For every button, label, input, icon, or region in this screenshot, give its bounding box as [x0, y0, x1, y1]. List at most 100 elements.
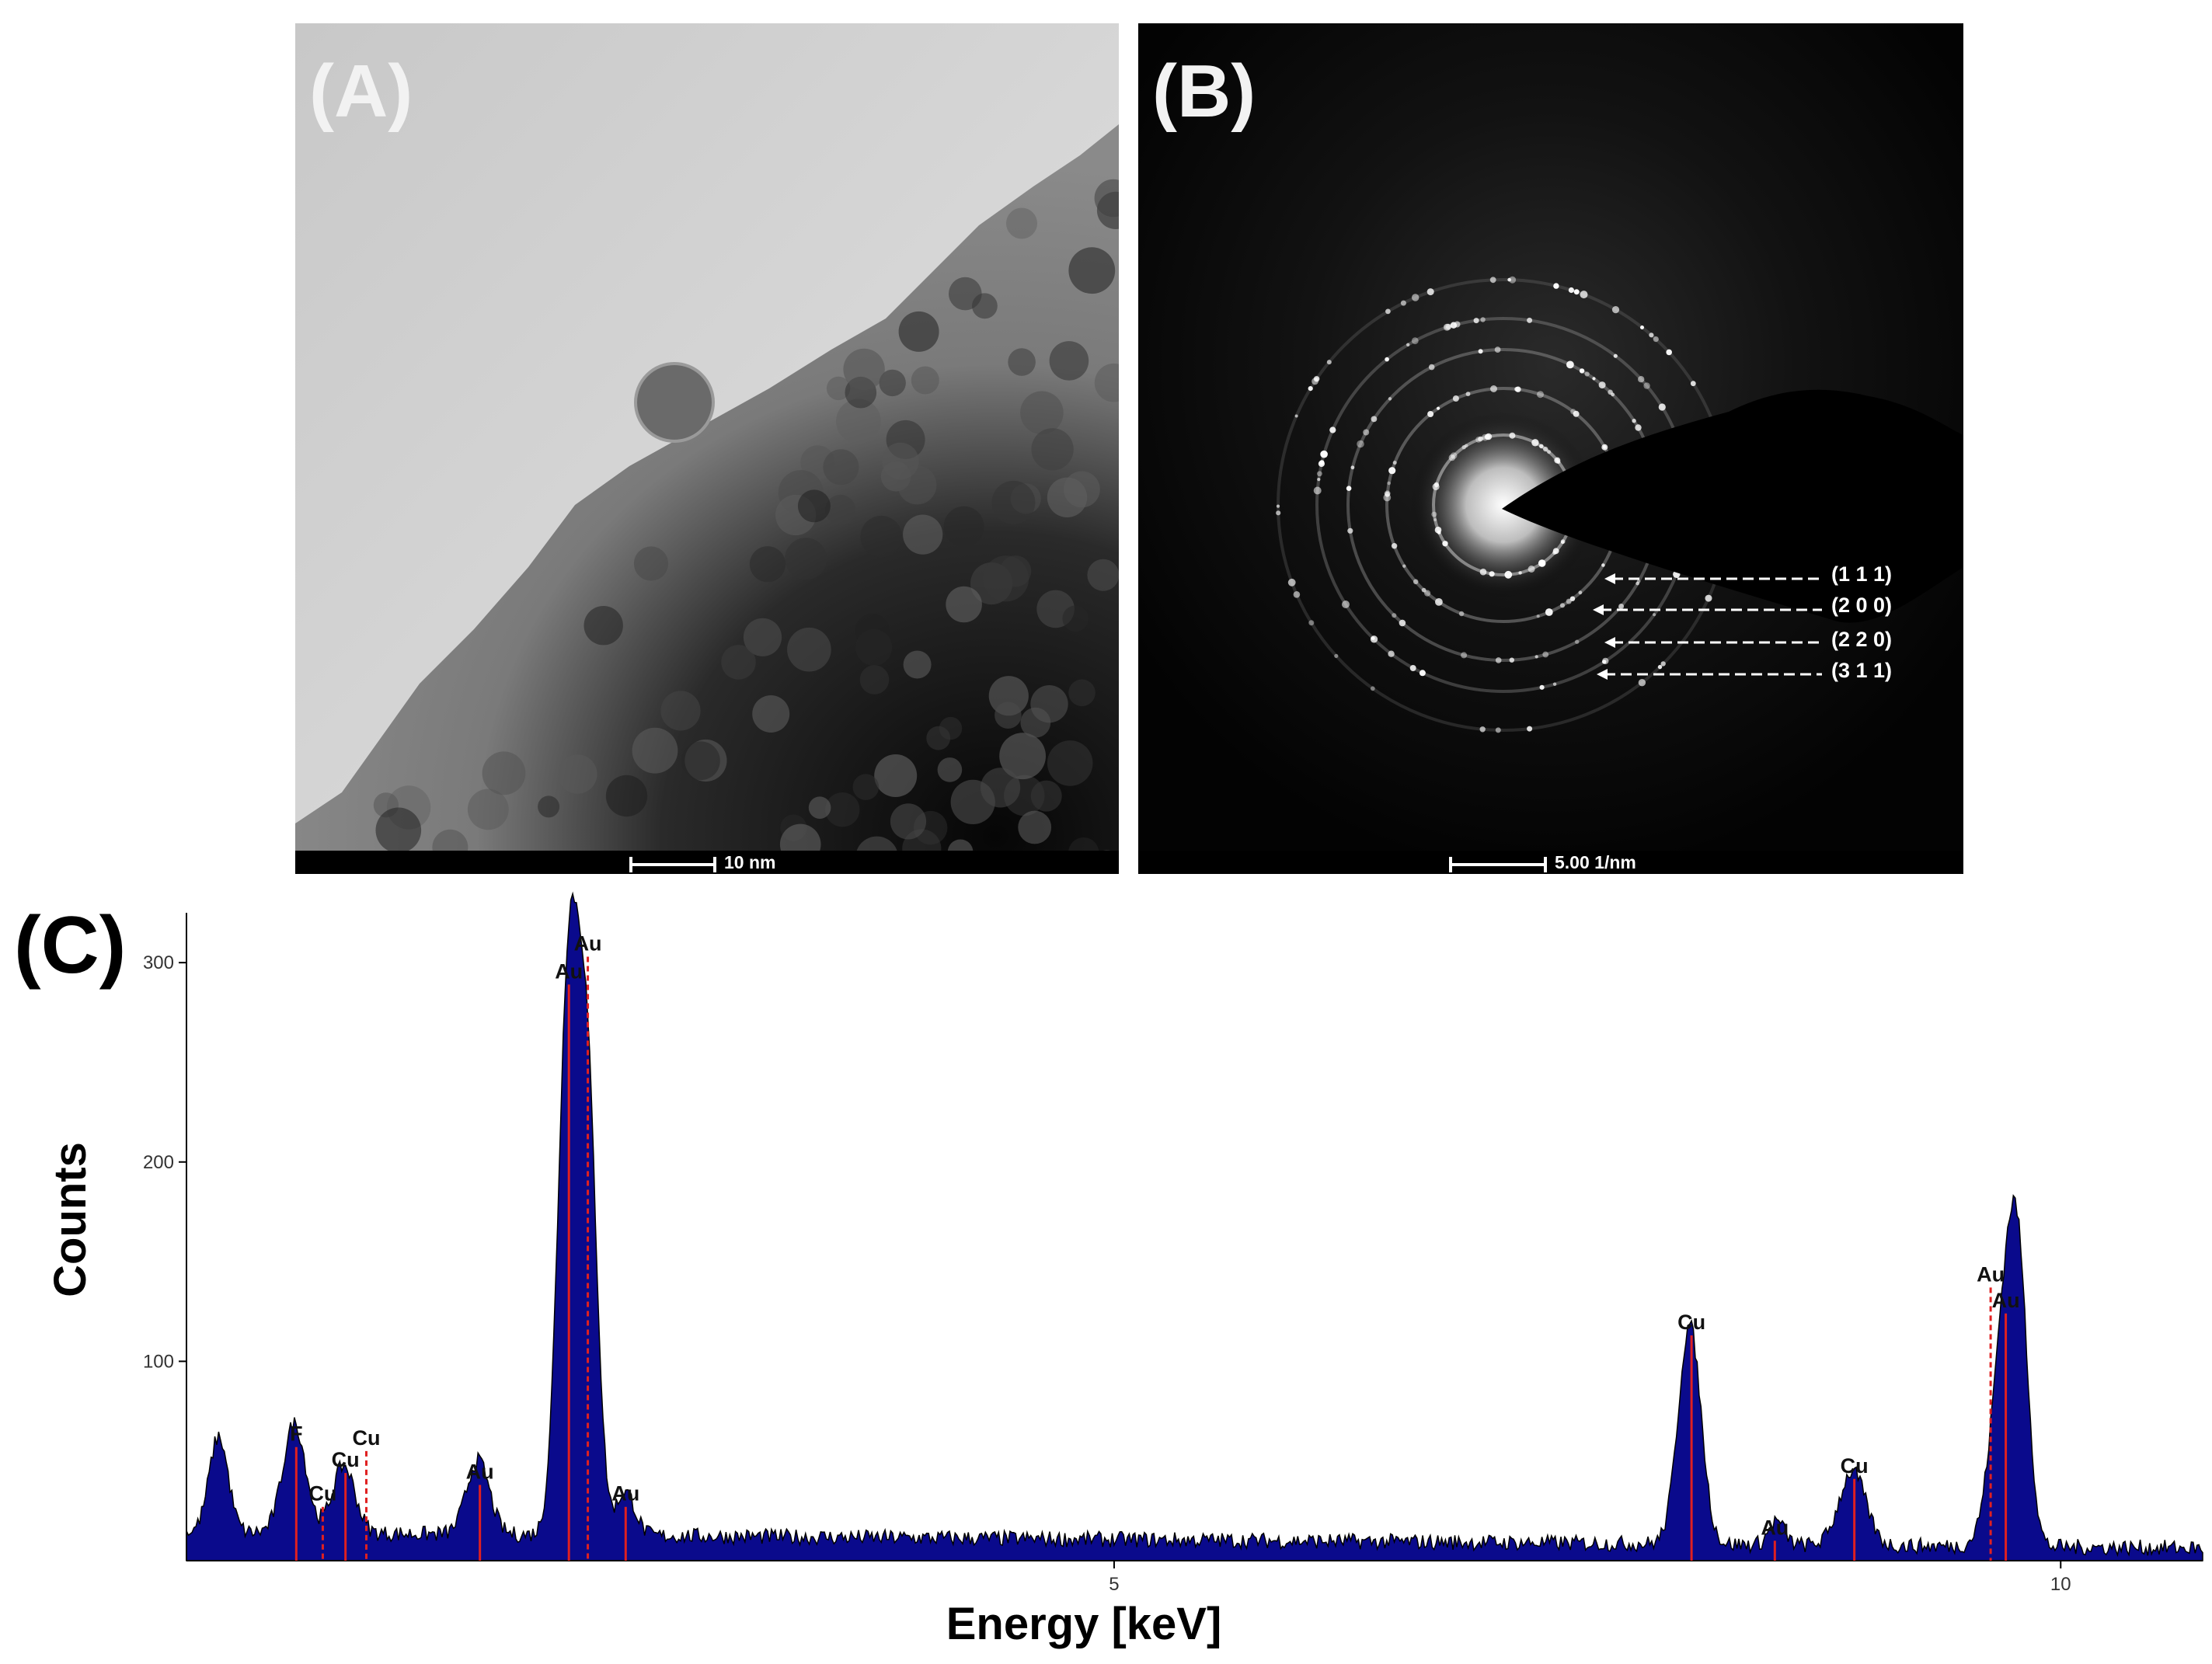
nanoparticle	[937, 757, 963, 782]
tem-micrograph-panel: (A) 10 nm	[295, 23, 1119, 874]
diffraction-spot	[1461, 652, 1468, 659]
diffraction-spot	[1421, 587, 1426, 593]
peak-label: F	[290, 1422, 303, 1446]
peak-label: Cu	[1677, 1311, 1705, 1334]
diffraction-spot	[1385, 308, 1391, 315]
diffraction-spot	[1342, 601, 1350, 608]
nanoparticle	[752, 695, 790, 733]
peak-label: Cu	[1841, 1454, 1869, 1478]
nanoparticle	[825, 494, 856, 526]
diffraction-spot	[1542, 651, 1549, 658]
peak-label: Au	[466, 1460, 494, 1483]
diffraction-spot	[1387, 481, 1391, 486]
diffraction-spot	[1412, 294, 1420, 301]
diffraction-spot	[1458, 611, 1465, 617]
diffraction-spot	[1444, 323, 1451, 331]
diffraction-spot	[1666, 349, 1672, 356]
diffraction-spot	[1357, 440, 1364, 448]
y-tick-label: 300	[143, 952, 174, 973]
nanoparticle	[1006, 207, 1037, 239]
diffraction-spot	[1638, 376, 1645, 383]
diffraction-spot	[1566, 360, 1574, 369]
diffraction-spot	[1473, 318, 1479, 324]
diffraction-spot	[1294, 414, 1298, 418]
diffraction-spot	[1602, 657, 1609, 665]
diffraction-spot	[1658, 403, 1666, 411]
nanoparticle	[632, 727, 678, 774]
diffraction-spot	[1638, 679, 1646, 687]
arrow-head	[1597, 669, 1608, 680]
diffraction-spot	[1313, 375, 1320, 382]
diffraction-spot	[1312, 378, 1318, 385]
nanoparticle	[926, 726, 951, 750]
nanoparticle	[743, 618, 782, 656]
diffraction-spot	[1578, 590, 1583, 595]
nanoparticle	[1020, 707, 1051, 738]
diffraction-spot	[1433, 518, 1437, 522]
diffraction-spot	[1287, 578, 1296, 587]
diffraction-spot	[1531, 439, 1539, 447]
diffraction-spot	[1385, 357, 1389, 362]
nanoparticle	[874, 754, 918, 797]
diffraction-spot	[1592, 377, 1596, 381]
peak-label: Au	[555, 959, 583, 983]
nanoparticle	[797, 489, 831, 523]
diffraction-spot	[1308, 386, 1313, 392]
diffraction-spot	[1561, 540, 1565, 544]
diffraction-spot	[1537, 391, 1544, 399]
panel-a-letter: (A)	[309, 50, 413, 133]
diffraction-spot	[1568, 287, 1574, 294]
diffraction-spot	[1518, 571, 1522, 575]
diffraction-spot	[1329, 426, 1336, 433]
diffraction-spot	[1334, 653, 1339, 659]
diffraction-spot	[1431, 511, 1437, 517]
nanoparticle	[538, 795, 560, 818]
diffraction-spot	[1632, 419, 1636, 423]
diffraction-spot	[1406, 343, 1410, 346]
diffraction-spot	[1527, 317, 1533, 323]
diffraction-spot	[1598, 381, 1606, 389]
diffraction-spot	[1534, 655, 1538, 659]
nanoparticle	[943, 506, 984, 547]
diffraction-spot	[1539, 444, 1544, 449]
diffraction-spot	[1640, 325, 1644, 329]
diffraction-spot	[1552, 682, 1557, 686]
diffraction-spot	[1494, 346, 1501, 353]
diffraction-spot	[1391, 543, 1398, 549]
diffraction-spot	[1428, 364, 1435, 371]
arrow-head	[1604, 573, 1615, 584]
nanoparticle	[836, 399, 881, 444]
diffraction-spot	[1649, 332, 1654, 338]
nanoparticle	[467, 788, 509, 830]
diffraction-spot	[1350, 465, 1355, 470]
diffraction-spot	[1385, 491, 1391, 497]
nanoparticle-texture	[373, 179, 1119, 874]
diffraction-spot	[1419, 670, 1426, 677]
nanoparticle	[983, 555, 1029, 602]
diffraction-spot	[1388, 397, 1392, 401]
saed-pattern-panel: (B) (1 1 1) (2 0 0) (2 2 0) (3 1 1) 5.00…	[1138, 23, 1963, 874]
nanoparticle	[882, 442, 919, 480]
nanoparticle	[1020, 391, 1064, 435]
diffraction-spot	[1326, 360, 1332, 365]
diffraction-spot	[1543, 446, 1548, 452]
diffraction-spot	[1611, 392, 1615, 397]
diffraction-spot	[1601, 563, 1605, 567]
scale-bar-label: 5.00 1/nm	[1555, 852, 1636, 872]
diffraction-spot	[1580, 291, 1588, 299]
x-tick-label: 10	[2050, 1574, 2071, 1595]
diffraction-spot	[1547, 450, 1552, 454]
peak-label: Au	[611, 1482, 639, 1506]
diffraction-spot	[1363, 429, 1370, 436]
plane-indicator-arrows	[1593, 573, 1822, 680]
spectrum-area	[186, 891, 2203, 1561]
diffraction-spot	[1448, 454, 1455, 461]
diffraction-spot	[1317, 478, 1321, 482]
nanoparticle	[1094, 179, 1119, 218]
nanoparticle	[785, 538, 827, 580]
y-ticks: 100 200 300	[143, 952, 186, 1372]
diffraction-spot	[1527, 726, 1533, 732]
diffraction-spot	[1276, 504, 1280, 508]
diffraction-spot	[1705, 594, 1712, 602]
